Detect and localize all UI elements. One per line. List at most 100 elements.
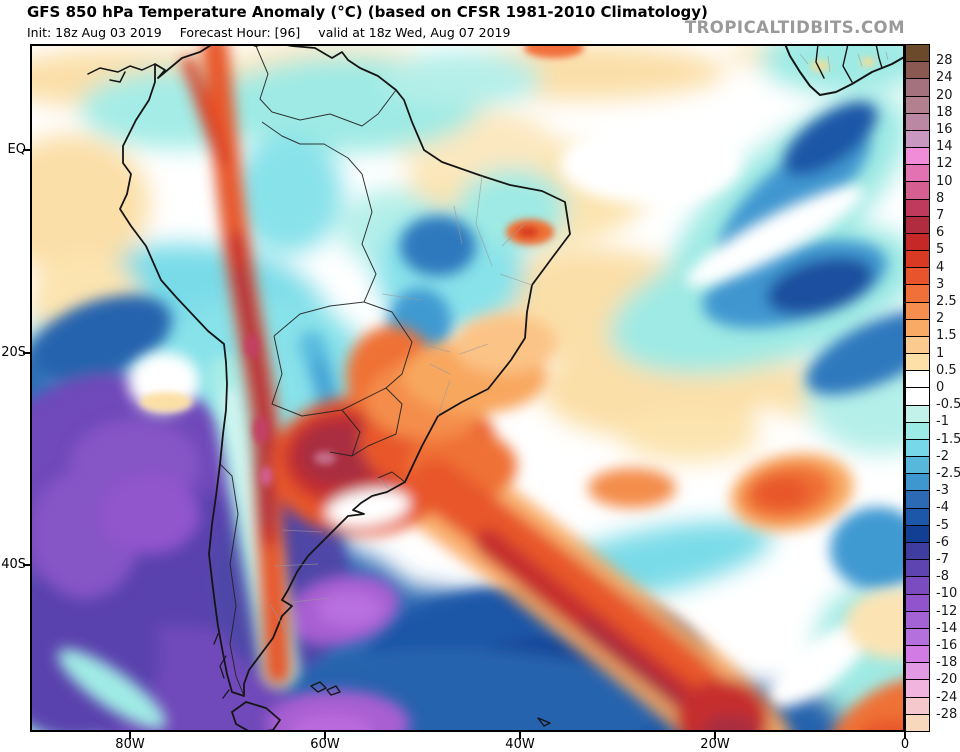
- colorbar-tick-label: -3: [936, 483, 949, 499]
- colorbar-cell: [906, 78, 929, 96]
- colorbar-tick-label: 0: [936, 380, 945, 395]
- colorbar-cell: [906, 232, 929, 251]
- colorbar-cell: [906, 507, 929, 525]
- colorbar-tick-label: 10: [936, 173, 953, 189]
- colorbar-tick-label: -2.5: [936, 466, 960, 481]
- colorbar-cell: [906, 215, 929, 233]
- forecast-info: Init: 18z Aug 03 2019 Forecast Hour: [96]…: [27, 25, 528, 40]
- coastlines: [87, 44, 905, 732]
- page-title: GFS 850 hPa Temperature Anomaly (°C) (ba…: [27, 3, 708, 21]
- colorbar-tick-label: -16: [936, 638, 958, 653]
- colorbar-cell: [906, 164, 929, 182]
- colorbar-cell: [906, 335, 929, 354]
- colorbar-cell: [906, 387, 929, 405]
- colorbar-tick-label: -18: [936, 655, 958, 671]
- colorbar-cell: [906, 541, 929, 560]
- colorbar-cell: [906, 95, 929, 113]
- map-frame-border: [30, 44, 905, 732]
- forecast-hour: Forecast Hour: [96]: [179, 25, 301, 40]
- colorbar-cell: [906, 61, 929, 79]
- colorbar-tick-label: -24: [936, 689, 958, 705]
- colorbar-cell: [906, 645, 929, 663]
- colorbar-tick-label: -8: [936, 569, 949, 585]
- colorbar-tick-label: -28: [936, 706, 958, 722]
- colorbar-tick-label: 1.5: [936, 328, 957, 344]
- longitude-tick-label: 40W: [505, 737, 535, 752]
- longitude-tick: [324, 732, 326, 739]
- latitude-tick: [23, 149, 30, 151]
- colorbar-tick-label: 16: [936, 122, 953, 137]
- colorbar-tick-label: -20: [936, 672, 958, 688]
- colorbar-tick-label: 4: [936, 259, 945, 275]
- colorbar-tick-label: 2.5: [936, 294, 957, 309]
- longitude-tick: [714, 732, 716, 739]
- colorbar-tick-label: -0.5: [936, 397, 960, 413]
- colorbar-cell: [906, 318, 929, 336]
- colorbar-tick-label: 24: [936, 70, 953, 86]
- colorbar-cell: [906, 456, 929, 474]
- colorbar-tick-label: 5: [936, 242, 945, 258]
- map-area: [30, 44, 905, 732]
- colorbar-tick-label: 7: [936, 208, 945, 223]
- colorbar-cell: [906, 284, 929, 302]
- colorbar-tick-label: 8: [936, 190, 945, 206]
- anomaly-field: [30, 44, 905, 732]
- colorbar-cell: [906, 198, 929, 216]
- colorbar-tick-label: -7: [936, 552, 949, 567]
- colorbar-tick-label: 2: [936, 311, 945, 327]
- colorbar-tick-label: -12: [936, 603, 958, 619]
- colorbar-cell: [906, 610, 929, 628]
- country-borders: [219, 45, 413, 697]
- colorbar-tick-label: 18: [936, 104, 953, 120]
- colorbar-cell: [906, 353, 929, 371]
- colorbar-cell: [906, 473, 929, 491]
- colorbar-tick-label: 1: [936, 345, 945, 361]
- colorbar-cell: [906, 181, 929, 199]
- colorbar-cell: [906, 267, 929, 285]
- colorbar-cell: [906, 438, 929, 457]
- colorbar-cell: [906, 679, 929, 697]
- colorbar-cell: [906, 370, 929, 388]
- colorbar-cell: [906, 713, 929, 731]
- init-time: Init: 18z Aug 03 2019: [27, 25, 162, 40]
- colorbar-tick-label: -10: [936, 586, 958, 602]
- colorbar-tick-label: -1: [936, 414, 949, 430]
- longitude-tick-label: 80W: [115, 737, 145, 752]
- colorbar-tick-label: 3: [936, 276, 945, 292]
- colorbar-cell: [906, 627, 929, 646]
- longitude-tick: [904, 732, 906, 739]
- colorbar-tick-label: 28: [936, 53, 953, 69]
- colorbar-tick-label: 6: [936, 225, 945, 241]
- colorbar-cell: [906, 250, 929, 268]
- anomaly-map-svg: [30, 44, 905, 732]
- colorbar-cell: [906, 129, 929, 148]
- colorbar-cell: [906, 593, 929, 611]
- colorbar-cell: [906, 421, 929, 439]
- colorbar-tick-label: -5: [936, 517, 949, 533]
- colorbar: [905, 44, 930, 732]
- colorbar-tick-label: -1.5: [936, 431, 960, 447]
- valid-time: valid at 18z Wed, Aug 07 2019: [318, 25, 511, 40]
- latitude-tick-label: 20S: [1, 345, 26, 360]
- colorbar-tick-label: 14: [936, 139, 953, 155]
- colorbar-cell: [906, 301, 929, 319]
- site-watermark: TROPICALTIDBITS.COM: [684, 18, 905, 37]
- colorbar-cell: [906, 662, 929, 680]
- colorbar-tick-label: 12: [936, 156, 953, 172]
- colorbar-cell: [906, 112, 929, 130]
- latitude-tick: [23, 352, 30, 354]
- colorbar-cell: [906, 147, 929, 165]
- latitude-tick-label: 40S: [1, 557, 26, 572]
- longitude-tick: [129, 732, 131, 739]
- state-borders: [269, 51, 889, 635]
- latitude-tick-label: EQ: [7, 142, 26, 157]
- colorbar-cell: [906, 490, 929, 508]
- longitude-tick-label: 20W: [700, 737, 730, 752]
- colorbar-cell: [906, 576, 929, 594]
- colorbar-cell: [906, 696, 929, 714]
- colorbar-cell: [906, 45, 929, 62]
- latitude-tick: [23, 564, 30, 566]
- colorbar-tick-label: 20: [936, 87, 953, 103]
- longitude-tick-label: 60W: [310, 737, 340, 752]
